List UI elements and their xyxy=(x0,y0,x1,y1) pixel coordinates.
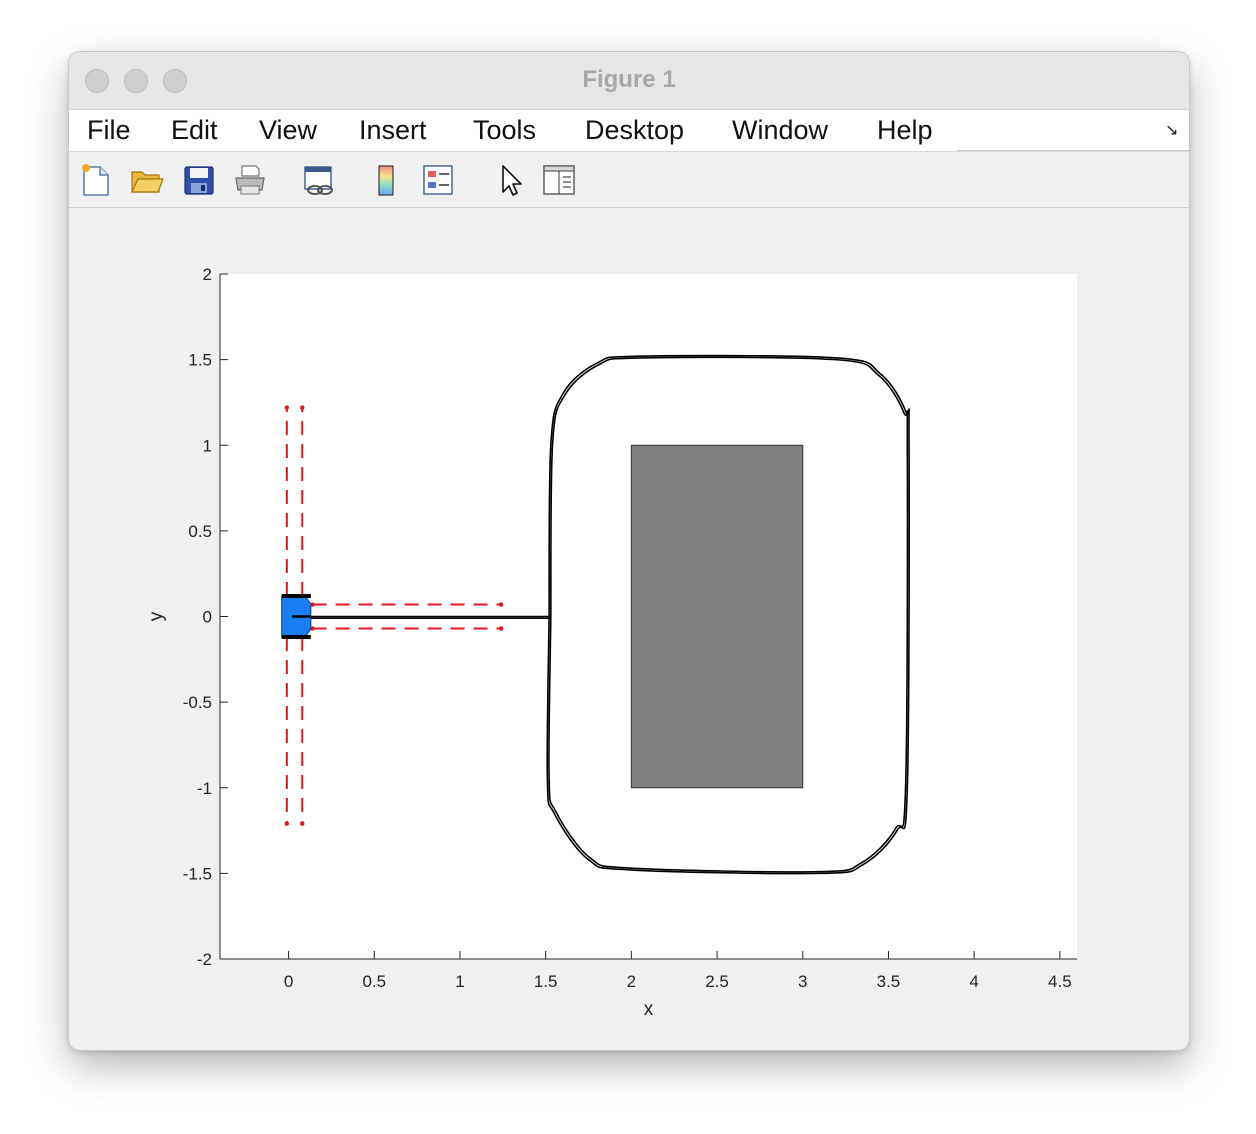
figure-window: Figure 1 File Edit View Insert Tools Des… xyxy=(68,51,1190,1051)
menu-window[interactable]: Window xyxy=(732,115,829,145)
save-icon[interactable] xyxy=(181,162,217,198)
x-tick-label: 2 xyxy=(627,972,636,991)
x-tick-label: 0 xyxy=(284,972,293,991)
y-tick-label: 2 xyxy=(203,265,212,284)
menu-desktop[interactable]: Desktop xyxy=(585,115,685,145)
y-tick-label: -2 xyxy=(197,950,212,969)
path-ring-1 xyxy=(548,356,909,873)
open-file-icon[interactable] xyxy=(129,162,165,198)
y-tick-label: 0.5 xyxy=(188,522,212,541)
edit-plot-icon[interactable] xyxy=(493,162,529,198)
x-axis-label: x xyxy=(644,999,654,1020)
y-axis-label: y xyxy=(146,611,167,621)
chart-svg[interactable]: 0 0.5 1 1.5 2 2.5 3 3.5 4 4.5 -2 -1.5 -1 -0.5 0 0.5 1 1.5… xyxy=(69,208,1189,1050)
sensor-endpoint-4 xyxy=(498,602,504,607)
plot-area: 0 0.5 1 1.5 2 2.5 3 3.5 4 4.5 -2 -1.5 -1 -0.5 0 0.5 1 1.5… xyxy=(69,208,1189,1050)
menu-help[interactable]: Help xyxy=(877,115,933,145)
insert-legend-icon[interactable] xyxy=(420,162,456,198)
close-window-button[interactable] xyxy=(85,69,109,93)
x-tick-label: 4.5 xyxy=(1048,972,1072,991)
dock-arrow-icon[interactable]: ↘ xyxy=(1165,122,1179,139)
y-tick-label: -1.5 xyxy=(183,864,212,883)
y-tick-label: -0.5 xyxy=(183,693,212,712)
x-tick-label: 3 xyxy=(798,972,807,991)
path-ring-0 xyxy=(546,354,910,875)
zoom-window-button[interactable] xyxy=(163,69,187,93)
obstacle-rect xyxy=(630,444,804,789)
x-tick-label: 3.5 xyxy=(877,972,901,991)
sensor-endpoint-0 xyxy=(284,405,290,410)
sensor-endpoint-3 xyxy=(300,821,305,826)
sensor-endpoint-1 xyxy=(300,405,305,410)
x-tick-label: 1 xyxy=(455,972,464,991)
menu-insert[interactable]: Insert xyxy=(359,115,427,145)
menu-divider xyxy=(957,150,1189,151)
title-bar[interactable]: Figure 1 xyxy=(69,52,1189,110)
x-tick-label: 2.5 xyxy=(705,972,729,991)
y-tick-label: 0 xyxy=(203,608,212,627)
property-inspector-icon[interactable] xyxy=(541,162,577,198)
menu-tools[interactable]: Tools xyxy=(473,115,537,145)
new-figure-icon[interactable] xyxy=(78,162,114,198)
y-tick-label: 1 xyxy=(203,436,212,455)
insert-colorbar-icon[interactable] xyxy=(369,162,405,198)
figure-toolbar xyxy=(69,152,1189,208)
x-tick-label: 4 xyxy=(969,972,978,991)
sensor-origin-5 xyxy=(310,626,315,631)
print-icon[interactable] xyxy=(232,162,268,198)
sensor-endpoint-2 xyxy=(284,821,290,826)
y-tick-label: 1.5 xyxy=(188,351,212,370)
x-tick-label: 0.5 xyxy=(362,972,386,991)
x-tick-label: 1.5 xyxy=(534,972,558,991)
menu-edit[interactable]: Edit xyxy=(171,115,218,145)
sensor-endpoint-5 xyxy=(498,626,504,631)
sensor-origin-4 xyxy=(310,602,315,607)
y-tick-label: -1 xyxy=(197,779,212,798)
minimize-window-button[interactable] xyxy=(124,69,148,93)
menu-file[interactable]: File xyxy=(87,115,131,145)
menu-bar: File Edit View Insert Tools Desktop Wind… xyxy=(69,110,1189,152)
window-title: Figure 1 xyxy=(582,66,676,93)
link-plot-icon[interactable] xyxy=(301,162,337,198)
menu-view[interactable]: View xyxy=(259,115,318,145)
